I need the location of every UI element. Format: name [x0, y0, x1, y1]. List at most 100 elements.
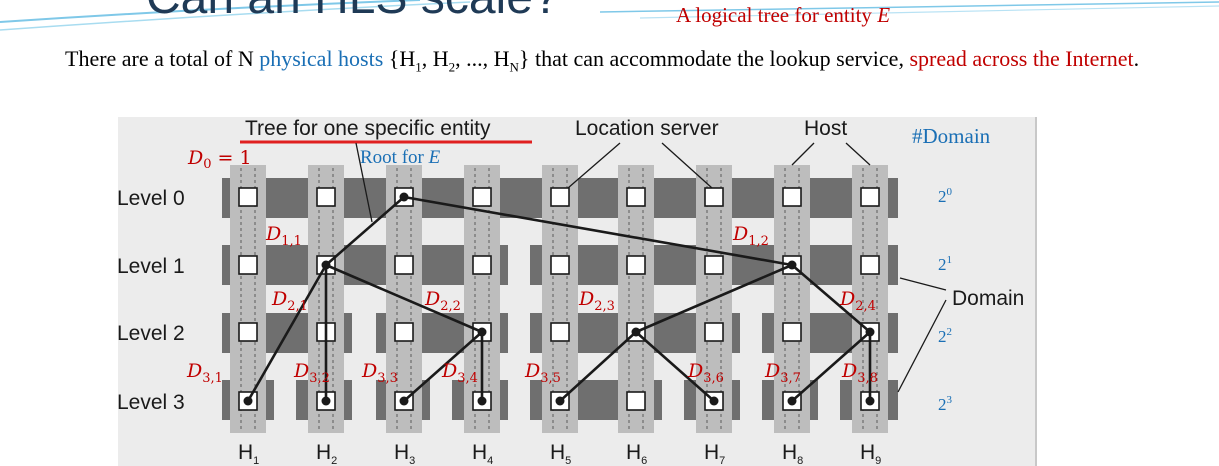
- para-sub-n: N: [509, 59, 519, 75]
- tree-node-h5: [555, 396, 565, 406]
- location-server-node: [626, 391, 646, 411]
- domain-tag-3-8: D3,8: [841, 360, 878, 386]
- root-label: Root for E: [360, 147, 441, 168]
- intro-paragraph: There are a total of N physical hosts {H…: [65, 44, 1165, 81]
- location-server-node: [704, 187, 724, 207]
- tree-node-h7: [709, 396, 719, 406]
- subtitle-prefix: A logical tree for entity: [676, 3, 878, 27]
- header-decoration: [0, 0, 1219, 31]
- root-label-prefix: Root for: [360, 147, 429, 168]
- tree-node-h2: [321, 396, 331, 406]
- location-server-node: [238, 187, 258, 207]
- para-text-5: } that can accommodate the lookup servic…: [518, 46, 910, 71]
- edge-d11-h1: [246, 263, 328, 403]
- tree-node-d12: [787, 260, 797, 270]
- level-labels: Level 0 Level 1 Level 2 Level 3: [117, 187, 185, 414]
- para-sub-2: 2: [448, 59, 456, 75]
- callout-location-server-1: [567, 142, 621, 189]
- edge-d24-h8: [790, 330, 872, 403]
- location-server-node: [860, 255, 880, 275]
- domain-tag-3-7: D3,7: [764, 360, 801, 386]
- host-column-8: [774, 165, 810, 433]
- callout-location-server-2: [661, 142, 713, 189]
- location-server-node: [704, 255, 724, 275]
- tree-node-d23: [631, 327, 641, 337]
- tree-node-h8: [787, 396, 797, 406]
- para-physical-hosts: physical hosts: [259, 46, 384, 71]
- para-text-4: , ..., H: [455, 46, 510, 71]
- domain-tag-2-4: D2,4: [839, 288, 876, 314]
- domain-count-0: 20: [938, 186, 953, 206]
- host-label-4: H4: [472, 441, 493, 466]
- domain-tag-1-1: D1,1: [265, 223, 302, 249]
- host-column-6: [618, 165, 654, 433]
- host-label: Host: [804, 117, 847, 140]
- domain-label: Domain: [952, 287, 1024, 310]
- domain-count-header: #Domain: [912, 124, 991, 148]
- tree-node-root: [399, 192, 409, 202]
- tree-node-d24: [865, 327, 875, 337]
- host-label-3: H3: [394, 441, 415, 466]
- tree-node-h9: [865, 396, 875, 406]
- location-server-node: [472, 255, 492, 275]
- domain-tag-3-3: D3,3: [361, 360, 398, 386]
- edge-d12-d23: [634, 263, 794, 334]
- slide-title: Can an HLS scale?: [146, 0, 560, 22]
- location-server-node: [238, 255, 258, 275]
- tree-edges: [246, 195, 872, 403]
- domain-counts: 20 21 22 23: [938, 186, 953, 414]
- location-server-label: Location server: [575, 117, 719, 140]
- level-label-1: Level 1: [117, 255, 185, 278]
- domain-count-2: 22: [938, 326, 952, 346]
- edge-root-d12: [402, 195, 794, 267]
- root-label-entity: E: [428, 147, 441, 168]
- tree-node-d11: [321, 260, 331, 270]
- location-server-node: [316, 187, 336, 207]
- host-columns: [230, 165, 888, 433]
- domain-tag-3-5: D3,5: [524, 360, 561, 386]
- location-server-node: [626, 255, 646, 275]
- host-label-1: H1: [238, 441, 259, 466]
- location-server-node: [238, 322, 258, 342]
- level-label-3: Level 3: [117, 391, 185, 414]
- domain-tag-3-6: D3,6: [687, 360, 724, 386]
- tree-node-h3: [399, 396, 409, 406]
- location-server-node: [860, 187, 880, 207]
- edge-d11-d22: [324, 263, 484, 334]
- callout-tree: [355, 142, 373, 223]
- para-spread: spread across the Internet: [909, 46, 1134, 71]
- edge-d22-h3: [402, 330, 484, 403]
- para-text-1: There are a total of N: [65, 46, 260, 71]
- location-server-node: [472, 187, 492, 207]
- d0-value: = 1: [212, 147, 252, 169]
- edge-root-d11: [324, 195, 406, 267]
- location-server-node: [394, 322, 414, 342]
- domain-tag-3-2: D3,2: [293, 360, 330, 386]
- host-label-6: H6: [626, 441, 647, 466]
- callout-domain-1: [899, 277, 947, 291]
- location-server-node: [626, 187, 646, 207]
- level-label-2: Level 2: [117, 322, 185, 345]
- location-server-node: [550, 322, 570, 342]
- level-label-0: Level 0: [117, 187, 185, 210]
- host-label-7: H7: [704, 441, 725, 466]
- tree-nodes: [243, 192, 875, 406]
- callout-domain-2: [897, 299, 947, 393]
- domain-tag-3-1: D3,1: [186, 360, 223, 386]
- location-server-node: [704, 322, 724, 342]
- location-server-node: [782, 322, 802, 342]
- domain-tags: D1,1 D1,2 D2,1 D2,2 D2,3 D2,4 D3,1 D3,2 D3,3 D3,4…: [186, 223, 878, 386]
- diagram-labels: Tree for one specific entity Location se…: [245, 117, 1024, 310]
- para-text-2: {H: [383, 46, 416, 71]
- d0-letter: D: [187, 147, 203, 169]
- domain-tag-1-2: D1,2: [732, 223, 769, 249]
- callout-host-1: [791, 142, 815, 166]
- slide-subtitle: A logical tree for entity E: [676, 3, 890, 28]
- domain-tag-3-4: D3,4: [441, 360, 478, 386]
- tree-node-d22: [477, 327, 487, 337]
- host-labels: H1 H2 H3 H4 H5 H6 H7 H8 H9: [238, 441, 881, 466]
- location-server-node: [550, 187, 570, 207]
- tree-node-h4: [477, 396, 487, 406]
- para-end: .: [1133, 46, 1140, 71]
- host-column-1: [230, 165, 266, 433]
